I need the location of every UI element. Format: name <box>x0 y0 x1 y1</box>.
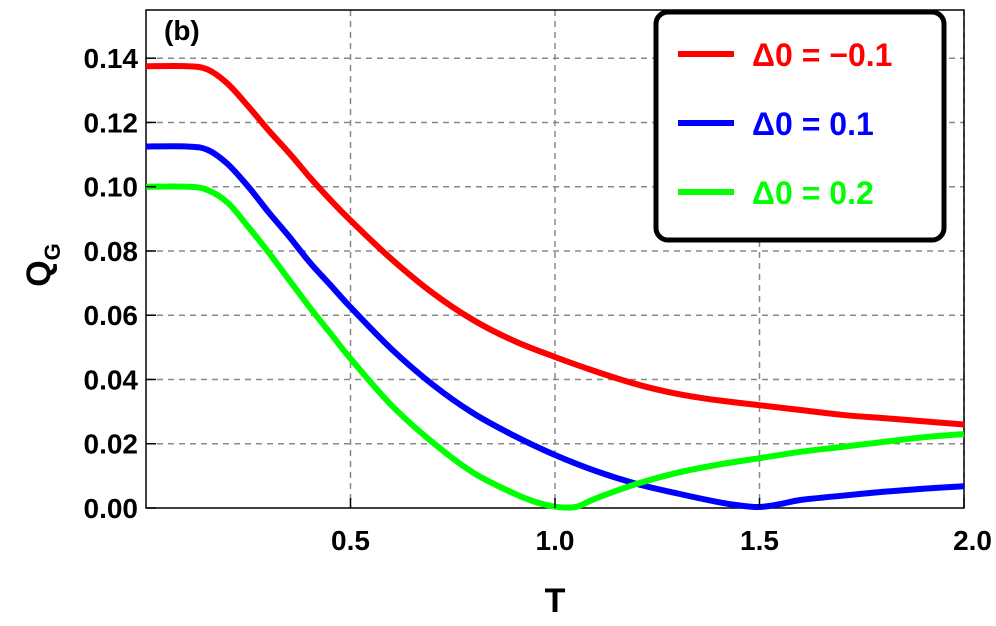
legend: Δ0 = −0.1 Δ0 = 0.1 Δ0 = 0.2 <box>653 9 947 243</box>
y-tick-label: 0.10 <box>84 172 139 203</box>
y-tick-label: 0.02 <box>84 429 139 460</box>
x-tick-label: 0.5 <box>331 525 370 556</box>
series-lines <box>145 62 965 511</box>
y-axis-label-subscript: G <box>40 243 65 260</box>
y-tick-label: 0.14 <box>84 43 139 74</box>
series-line-2 <box>145 143 965 511</box>
y-tick-label: 0.08 <box>84 236 139 267</box>
y-tick-label: 0.00 <box>84 493 139 524</box>
x-axis-label: T <box>545 582 566 620</box>
x-tick-label: 1.0 <box>536 525 575 556</box>
x-tick-label: 2.0 <box>953 525 992 556</box>
y-tick-labels: 0.00 0.02 0.04 0.06 0.08 0.10 0.12 0.14 <box>84 43 156 524</box>
y-tick-label: 0.04 <box>84 364 139 395</box>
series-line-3 <box>145 183 965 511</box>
y-axis-label: QG <box>20 243 65 287</box>
legend-label: Δ0 = 0.1 <box>752 106 874 142</box>
y-tick-label: 0.06 <box>84 300 139 331</box>
y-axis-label-main: Q <box>20 260 58 286</box>
legend-label: Δ0 = 0.2 <box>752 175 874 211</box>
y-tick-label: 0.12 <box>84 107 139 138</box>
panel-label: (b) <box>164 15 200 46</box>
legend-label: Δ0 = −0.1 <box>752 37 892 73</box>
grid-lines <box>146 10 965 508</box>
x-tick-labels: 0.5 1.0 1.5 2.0 <box>331 498 992 556</box>
legend-box <box>653 9 947 243</box>
x-tick-label: 1.5 <box>740 525 779 556</box>
series-line-1 <box>145 62 965 428</box>
